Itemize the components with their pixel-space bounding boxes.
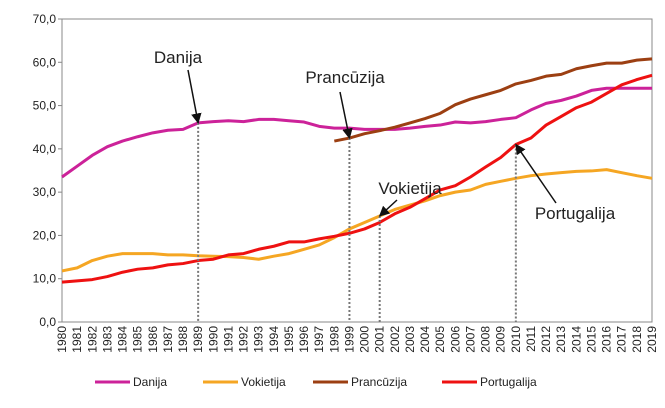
x-tick-label: 1983 (100, 326, 114, 353)
x-tick-label: 1980 (55, 326, 69, 353)
x-tick-label: 2003 (403, 326, 417, 353)
y-tick-label: 30,0 (33, 185, 57, 199)
x-tick-label: 2004 (418, 326, 432, 353)
x-tick-label: 2008 (479, 326, 493, 353)
annotation: Danija (154, 48, 203, 67)
y-tick-label: 0,0 (39, 315, 56, 329)
x-tick-label: 1990 (206, 326, 220, 353)
annotation-arrow (378, 199, 398, 217)
annotation: Vokietija (378, 179, 442, 198)
annotation: Portugalija (535, 204, 616, 223)
series-line (61, 86, 652, 179)
x-tick-label: 1999 (342, 326, 356, 353)
x-tick-label: 1991 (221, 326, 235, 353)
x-tick-label: 1995 (282, 326, 296, 353)
x-tick-label: 2000 (358, 326, 372, 353)
annotation-arrow (187, 69, 202, 124)
y-tick-label: 60,0 (33, 55, 57, 69)
x-tick-label: 1994 (267, 326, 281, 353)
annotation: Prancūzija (305, 68, 385, 87)
x-tick-label: 2010 (509, 326, 523, 353)
annotation-arrow (339, 91, 353, 140)
legend-label: Vokietija (241, 375, 286, 389)
y-tick-label: 70,0 (33, 12, 57, 26)
legend-label: Prancūzija (351, 375, 407, 389)
x-tick-label: 2016 (600, 326, 614, 353)
x-tick-label: 1985 (131, 326, 145, 353)
x-tick-label: 1987 (161, 326, 175, 353)
x-tick-label: 2011 (524, 326, 538, 352)
legend-label: Danija (133, 375, 167, 389)
annotation-arrow (515, 143, 557, 204)
x-tick-label: 1988 (176, 326, 190, 353)
x-tick-label: 1997 (312, 326, 326, 353)
x-tick-label: 2006 (448, 326, 462, 353)
x-tick-label: 2007 (463, 326, 477, 353)
x-tick-label: 2017 (615, 326, 629, 353)
x-tick-label: 1993 (252, 326, 266, 353)
x-tick-label: 2013 (554, 326, 568, 353)
x-tick-label: 2005 (433, 326, 447, 353)
y-tick-label: 10,0 (33, 272, 57, 286)
x-tick-label: 2018 (630, 326, 644, 353)
x-tick-label: 1986 (146, 326, 160, 353)
y-tick-label: 20,0 (33, 228, 57, 242)
x-tick-label: 2012 (539, 326, 553, 353)
x-tick-label: 2002 (388, 326, 402, 353)
x-tick-label: 2001 (373, 326, 387, 353)
plot-frame (61, 18, 653, 323)
x-tick-label: 1982 (85, 326, 99, 353)
x-tick-label: 1981 (70, 326, 84, 353)
x-tick-label: 1992 (237, 326, 251, 353)
y-tick-label: 50,0 (33, 99, 57, 113)
x-tick-label: 2009 (494, 326, 508, 353)
legend-label: Portugalija (480, 375, 537, 389)
x-tick-label: 2019 (645, 326, 659, 353)
x-tick-label: 1996 (297, 326, 311, 353)
x-tick-label: 1984 (116, 326, 130, 353)
x-tick-label: 1998 (327, 326, 341, 353)
series-line (61, 168, 653, 273)
series-line (334, 57, 653, 143)
x-tick-label: 2014 (569, 326, 583, 353)
x-tick-label: 1989 (191, 326, 205, 353)
y-tick-label: 40,0 (33, 142, 57, 156)
series-line (61, 73, 653, 284)
x-tick-label: 2015 (584, 326, 598, 353)
